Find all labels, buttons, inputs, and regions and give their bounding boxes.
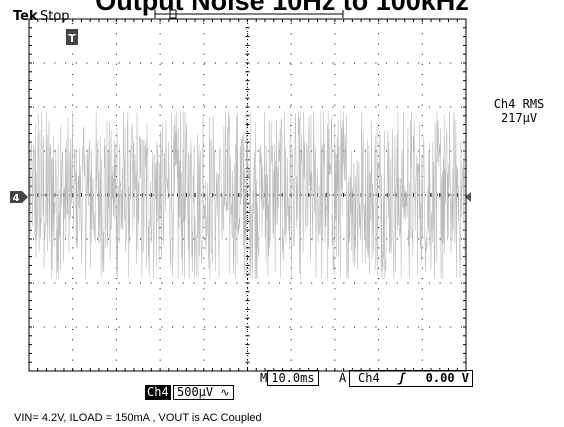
record-position-bar xyxy=(154,9,344,19)
ch4-trace-path xyxy=(29,111,466,279)
ac-coupling-icon: ∿ xyxy=(220,386,230,399)
trigger-channel: Ch4 xyxy=(358,371,380,385)
test-conditions-caption: VIN= 4.2V, ILOAD = 150mA , VOUT is AC Co… xyxy=(14,412,262,424)
channel-marker-label: 4 xyxy=(13,193,20,204)
trigger-position-marker: T xyxy=(66,29,78,45)
channel-scale-readout: 500µV ∿ xyxy=(173,385,234,400)
acquisition-state: Stop xyxy=(40,9,70,24)
trigger-slope-icon: ʃ xyxy=(398,371,406,385)
channel-scale: 500µV xyxy=(177,385,214,399)
chart-title: Output Noise 10Hz to 100kHz xyxy=(95,0,469,16)
timebase-readout: M 10.0ms xyxy=(260,370,319,386)
measurement-label: Ch4 RMS xyxy=(493,97,545,111)
brand-logo: Tek xyxy=(13,9,38,24)
right-level-marker xyxy=(465,192,471,202)
channel-4-ground-marker: 4 xyxy=(10,191,28,204)
timebase-value: 10.0ms xyxy=(267,370,319,386)
measurement-value: 217µV xyxy=(500,111,538,125)
trigger-readout: Ch4 ʃ 0.00 V xyxy=(349,370,473,387)
trigger-marker-label: T xyxy=(68,32,76,45)
ch4-noise-trace xyxy=(29,111,466,279)
trigger-prefix: A xyxy=(339,371,347,385)
trigger-level: 0.00 V xyxy=(425,371,469,385)
channel-tag: Ch4 xyxy=(145,385,171,400)
timebase-prefix: M xyxy=(260,371,268,385)
